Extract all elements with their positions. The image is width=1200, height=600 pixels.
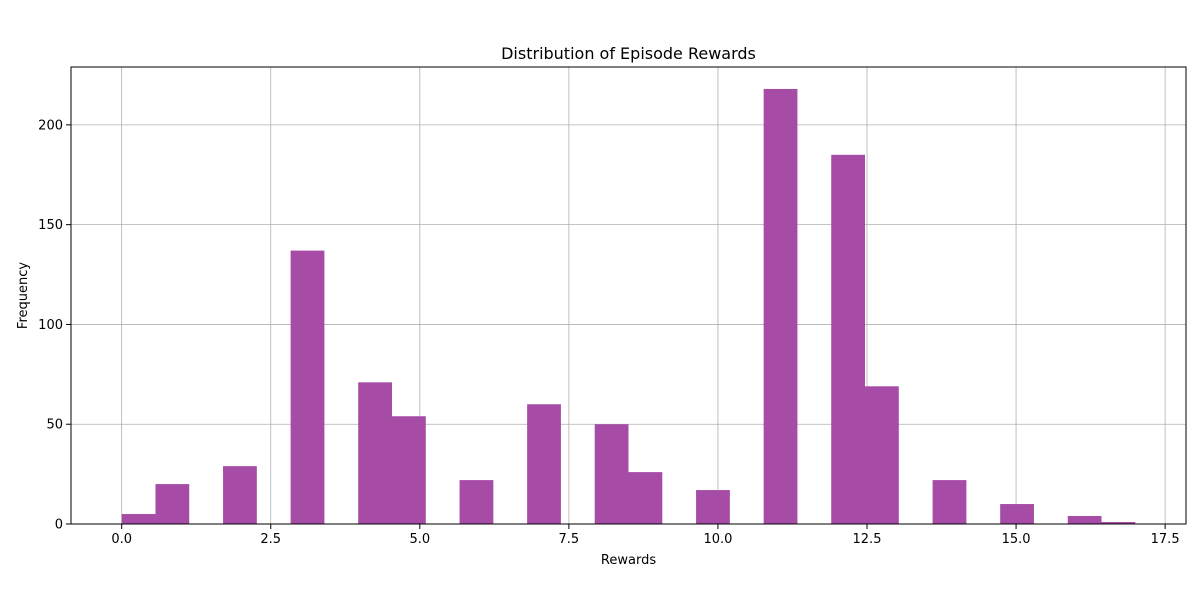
histogram-bar (290, 250, 325, 524)
histogram-bar (121, 514, 156, 524)
histogram-bars (121, 88, 1136, 524)
x-axis-ticks: 0.0 2.5 5.0 7.5 10.0 12.5 15.0 17.5 (111, 524, 1180, 547)
histogram-bar (1067, 516, 1102, 524)
histogram-bar (628, 472, 663, 524)
histogram-bar (358, 382, 392, 524)
x-tick-label: 0.0 (111, 532, 132, 547)
y-tick-label: 100 (38, 318, 63, 333)
y-tick-label: 50 (46, 418, 63, 433)
x-tick-label: 10.0 (703, 532, 732, 547)
y-tick-label: 200 (38, 118, 63, 133)
histogram-bar (865, 386, 899, 524)
x-tick-label: 7.5 (559, 532, 580, 547)
histogram-bar (459, 480, 494, 524)
histogram-bar (932, 480, 967, 524)
histogram-bar (696, 490, 730, 524)
histogram-bar (527, 404, 561, 524)
histogram-bar (831, 154, 866, 524)
histogram-bar (155, 484, 190, 524)
y-axis-label: Frequency (16, 262, 31, 329)
y-tick-label: 150 (38, 218, 63, 233)
histogram-bar (223, 466, 257, 524)
histogram-bar (391, 416, 426, 524)
histogram-bar (763, 88, 798, 524)
chart-title: Distribution of Episode Rewards (501, 44, 756, 63)
x-tick-label: 12.5 (853, 532, 882, 547)
x-axis-label: Rewards (601, 553, 656, 568)
x-tick-label: 15.0 (1002, 532, 1031, 547)
x-tick-label: 5.0 (409, 532, 430, 547)
x-tick-label: 17.5 (1151, 532, 1180, 547)
histogram-bar (1101, 522, 1136, 524)
y-axis-ticks: 0 50 100 150 200 (38, 118, 71, 533)
plot-area-frame (70, 66, 1187, 525)
x-tick-label: 2.5 (260, 532, 281, 547)
histogram-bar (594, 424, 629, 524)
histogram-bar (1000, 504, 1034, 524)
y-tick-label: 0 (55, 518, 63, 533)
